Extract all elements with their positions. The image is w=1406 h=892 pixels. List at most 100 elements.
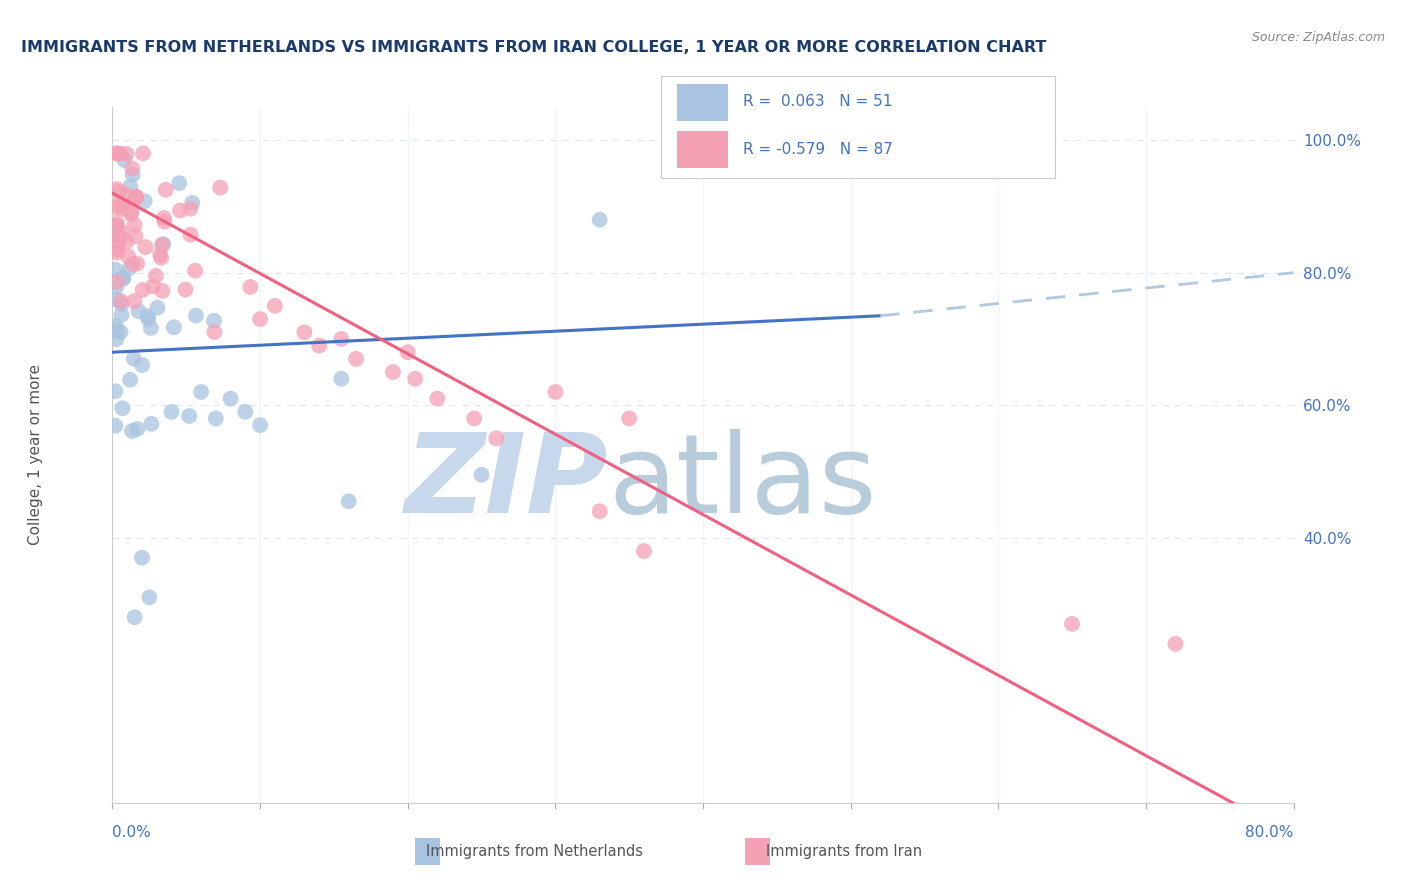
Point (104, 418, 127, 433)
Point (110, 325, 132, 339)
Point (134, 240, 156, 254)
Text: ZIP: ZIP (405, 429, 609, 536)
Point (396, 345, 419, 359)
Point (110, 225, 132, 239)
Point (308, 338, 330, 352)
Point (180, 202, 202, 216)
Point (121, 168, 143, 182)
Point (145, 268, 167, 283)
Point (179, 409, 201, 423)
Point (426, 392, 449, 406)
Point (115, 235, 138, 249)
Point (1062, 616, 1084, 631)
Point (124, 293, 146, 308)
Point (633, 544, 655, 558)
Point (124, 218, 146, 232)
Point (117, 188, 139, 202)
Point (167, 176, 190, 190)
Point (121, 424, 143, 438)
Point (111, 197, 134, 211)
Point (142, 279, 165, 293)
Point (105, 182, 128, 196)
Point (150, 251, 173, 265)
Point (160, 405, 183, 419)
Point (136, 311, 159, 326)
Point (105, 293, 128, 307)
Point (105, 146, 128, 161)
Point (112, 153, 135, 167)
Point (127, 257, 149, 271)
Point (105, 146, 128, 161)
Point (104, 262, 127, 277)
Point (111, 202, 134, 216)
Point (249, 418, 271, 433)
Text: College, 1 year or more: College, 1 year or more (28, 365, 42, 545)
Point (110, 297, 132, 311)
Point (132, 146, 155, 161)
Point (174, 283, 197, 297)
Point (108, 230, 131, 244)
Point (149, 247, 172, 261)
Point (184, 263, 207, 277)
Point (105, 202, 128, 216)
Point (120, 179, 142, 194)
Point (205, 411, 228, 425)
Point (117, 249, 139, 263)
Point (134, 194, 156, 209)
Point (180, 227, 202, 242)
Point (112, 270, 135, 285)
Point (155, 183, 177, 197)
Text: atlas: atlas (609, 429, 877, 536)
Point (163, 320, 186, 334)
Point (150, 237, 173, 252)
Point (128, 304, 150, 318)
Point (105, 243, 128, 257)
Point (104, 318, 127, 333)
Point (202, 314, 225, 328)
Point (121, 204, 143, 219)
Point (209, 180, 232, 194)
Point (111, 401, 134, 416)
Point (108, 185, 131, 199)
Point (105, 324, 128, 338)
Point (146, 301, 169, 315)
Point (233, 405, 256, 419)
Point (104, 384, 127, 399)
Point (138, 591, 160, 605)
Point (264, 299, 287, 313)
Point (330, 372, 353, 386)
Point (115, 147, 138, 161)
Point (105, 245, 128, 260)
Point (463, 411, 485, 425)
Point (292, 326, 315, 340)
Text: 80.0%: 80.0% (1246, 825, 1294, 840)
Point (337, 494, 360, 508)
Point (619, 411, 641, 425)
Point (127, 422, 149, 436)
Text: Immigrants from Netherlands: Immigrants from Netherlands (426, 845, 643, 859)
Point (239, 280, 262, 294)
Point (105, 239, 128, 253)
Point (181, 195, 204, 210)
Point (131, 283, 153, 297)
Bar (676, 84, 728, 121)
Point (141, 417, 163, 431)
Point (108, 231, 131, 245)
Point (124, 229, 146, 244)
Point (139, 321, 162, 335)
Point (544, 384, 567, 399)
Point (107, 198, 129, 212)
Text: Source: ZipAtlas.com: Source: ZipAtlas.com (1251, 31, 1385, 45)
Point (152, 284, 174, 298)
Point (131, 358, 153, 372)
Point (190, 384, 212, 399)
Point (219, 392, 242, 406)
Point (153, 215, 176, 229)
Point (105, 332, 128, 346)
Point (184, 309, 207, 323)
Point (112, 271, 135, 285)
Point (153, 211, 176, 225)
Point (105, 279, 128, 293)
Point (125, 190, 148, 204)
Bar (676, 131, 728, 168)
